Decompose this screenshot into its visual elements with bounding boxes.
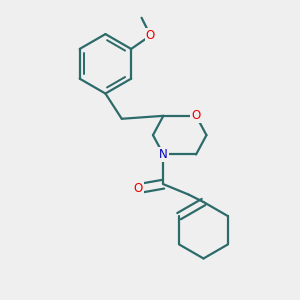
- Text: N: N: [159, 148, 168, 161]
- Text: O: O: [134, 182, 143, 195]
- Text: O: O: [191, 109, 201, 122]
- Text: O: O: [146, 29, 155, 42]
